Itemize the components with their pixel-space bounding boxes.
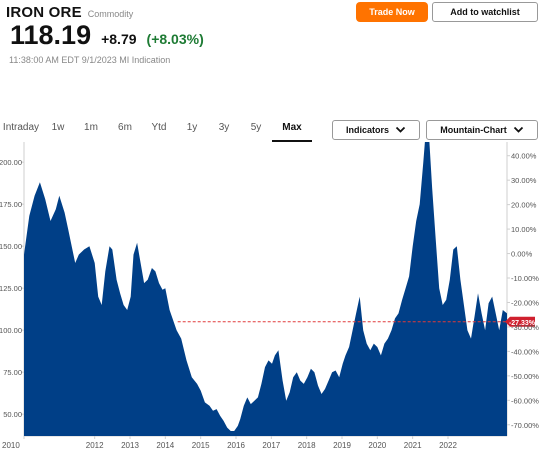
indicators-dropdown[interactable]: Indicators	[332, 120, 420, 140]
y-tick-label: 50.00	[3, 410, 22, 419]
y-tick-label: 75.00	[3, 368, 22, 377]
x-tick-label: 2016	[227, 441, 245, 450]
quote-timestamp: 11:38:00 AM EDT 9/1/2023 MI Indication	[9, 55, 170, 65]
pct-tick-label: -40.00%	[511, 347, 539, 356]
x-tick-label: 2013	[121, 441, 139, 450]
timestamp-text: 11:38:00 AM EDT 9/1/2023	[9, 55, 117, 65]
price-row: 118.19 +8.79 (+8.03%)	[10, 20, 204, 51]
reference-marker	[505, 316, 535, 327]
x-tick-label: 2018	[298, 441, 316, 450]
tab-intraday[interactable]: Intraday	[2, 122, 40, 133]
x-tick-label: 2017	[262, 441, 280, 450]
tab-3y[interactable]: 3y	[218, 122, 230, 133]
x-tick-label: 2012	[86, 441, 104, 450]
last-price: 118.19	[10, 20, 92, 50]
left-axis-ticks: 200.00 175.00 150.00 125.00 100.00 75.00 50.00	[0, 158, 24, 419]
tab-5y[interactable]: 5y	[250, 122, 262, 133]
pct-tick-label: -50.00%	[511, 372, 539, 381]
x-tick-label: 2022	[439, 441, 457, 450]
chevron-down-icon	[395, 126, 406, 133]
tab-1m[interactable]: 1m	[84, 122, 98, 133]
indication-text: MI Indication	[119, 55, 171, 65]
pct-tick-label: -10.00%	[511, 274, 539, 283]
tab-1y[interactable]: 1y	[186, 122, 198, 133]
tab-1w[interactable]: 1w	[51, 122, 65, 133]
chart-svg: -27.33% 200.00 175.00 150.00 125.00 100.00 75…	[0, 142, 539, 450]
right-axis-ticks: 40.00% 30.00% 20.00% 10.00% 0.00% -10.00% -20.…	[507, 152, 539, 430]
y-tick-label: 175.00	[0, 200, 22, 209]
x-tick-label: 2020	[368, 441, 386, 450]
pct-tick-label: 40.00%	[511, 152, 537, 161]
pct-tick-label: -20.00%	[511, 298, 539, 307]
pct-tick-label: 10.00%	[511, 225, 537, 234]
x-tick-label: 2014	[156, 441, 174, 450]
y-tick-label: 100.00	[0, 326, 22, 335]
pct-tick-label: 30.00%	[511, 176, 537, 185]
area-fill	[24, 142, 507, 436]
x-tick-label: 2021	[404, 441, 422, 450]
title-row: IRON ORE Commodity	[6, 4, 133, 21]
price-change-percent: (+8.03%)	[146, 31, 204, 47]
y-tick-label: 125.00	[0, 284, 22, 293]
pct-tick-label: 0.00%	[511, 250, 533, 259]
pct-tick-label: -70.00%	[511, 421, 539, 430]
area-series	[24, 142, 507, 436]
add-to-watchlist-button[interactable]: Add to watchlist	[432, 2, 538, 22]
x-tick-label: 2015	[192, 441, 210, 450]
tab-6m[interactable]: 6m	[118, 122, 132, 133]
tab-ytd[interactable]: Ytd	[151, 122, 167, 133]
indicators-label: Indicators	[345, 125, 389, 135]
reference-marker-label: -27.33%	[509, 320, 536, 327]
y-tick-label: 150.00	[0, 242, 22, 251]
chart-type-label: Mountain-Chart	[440, 125, 507, 135]
pct-tick-label: -60.00%	[511, 396, 539, 405]
tab-max[interactable]: Max	[272, 114, 312, 142]
x-tick-label: 2010	[2, 441, 20, 450]
range-tabs: Intraday 1w 1m 6m Ytd 1y 3y 5y Max	[0, 114, 312, 142]
reference-line-group: -27.33%	[177, 316, 536, 327]
pct-tick-label: -30.00%	[511, 323, 539, 332]
price-change: +8.79	[101, 31, 137, 47]
x-tick-label: 2019	[333, 441, 351, 450]
pct-tick-label: 20.00%	[511, 201, 537, 210]
asset-type-label: Commodity	[87, 9, 134, 19]
symbol-name: IRON ORE	[6, 4, 82, 21]
y-tick-label: 200.00	[0, 158, 22, 167]
chevron-down-icon	[513, 126, 523, 133]
chart-type-dropdown[interactable]: Mountain-Chart	[426, 120, 538, 140]
price-chart[interactable]: -27.33% 200.00 175.00 150.00 125.00 100.00 75…	[0, 142, 542, 451]
trade-now-button[interactable]: Trade Now	[356, 2, 428, 22]
x-axis-ticks: 2010 2012 2013 2014 2015 2016 2017 2018 2019 2020…	[2, 436, 457, 450]
